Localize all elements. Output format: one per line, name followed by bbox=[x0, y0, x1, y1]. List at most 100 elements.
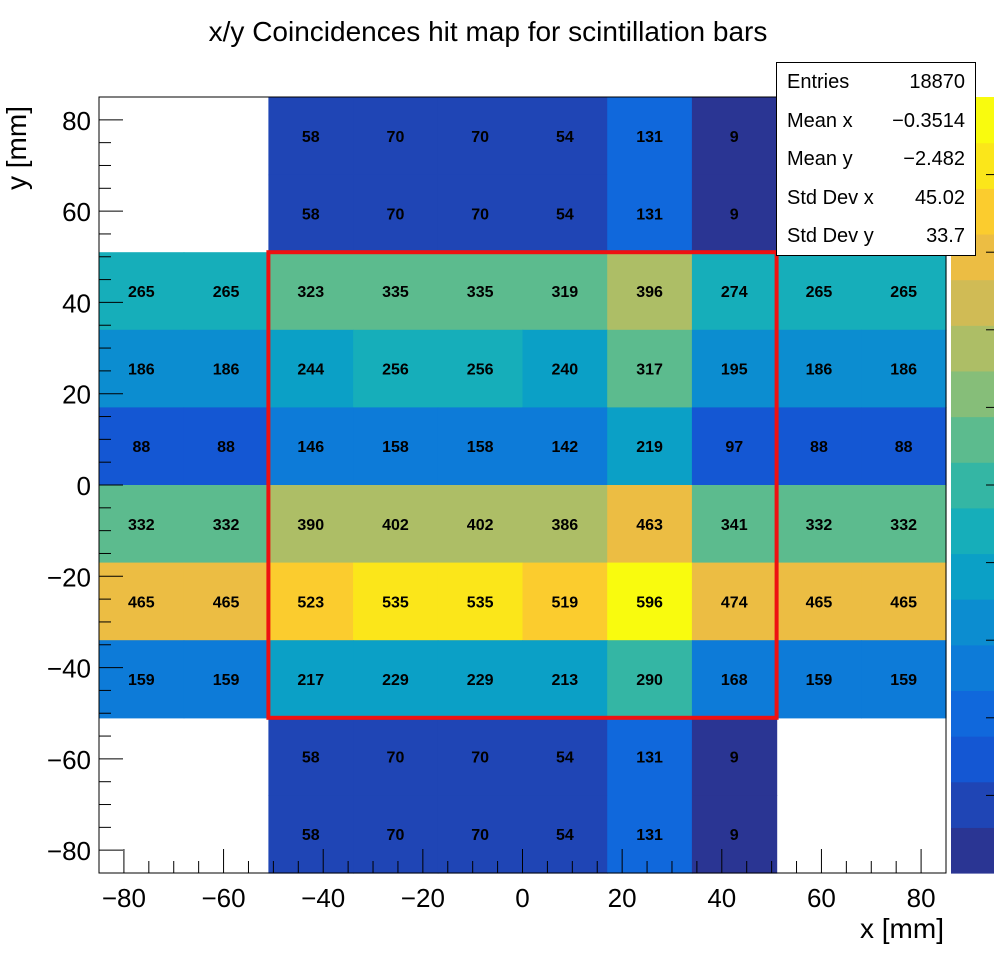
y-tick-label: −80 bbox=[47, 836, 91, 866]
cell-value-label: 70 bbox=[471, 206, 489, 223]
heatmap-cell bbox=[607, 97, 693, 176]
heatmap-cell bbox=[353, 97, 439, 176]
cell-value-label: 465 bbox=[890, 594, 917, 611]
heatmap-cell bbox=[607, 329, 693, 408]
heatmap-cell bbox=[861, 640, 947, 719]
axes: −80 −60 −40 −20 0 20 40 60 80 80 60 40 20 0 −20 −40 −60 −… bbox=[47, 106, 936, 913]
palette-swatch bbox=[951, 599, 994, 646]
heatmap-cell bbox=[522, 485, 608, 564]
stat-row-std-dev-y: Std Dev y 33.7 bbox=[787, 225, 965, 255]
cell-value-label: 265 bbox=[890, 284, 917, 301]
x-axis-label: x [mm] bbox=[860, 913, 944, 944]
cell-value-label: 131 bbox=[636, 129, 663, 146]
cell-value-label: 335 bbox=[467, 284, 494, 301]
heatmap-cell bbox=[268, 407, 354, 486]
cell-value-label: 70 bbox=[387, 129, 405, 146]
heatmap-cell bbox=[607, 717, 693, 796]
heatmap-cell bbox=[437, 407, 524, 486]
heatmap-cell bbox=[437, 640, 524, 719]
heatmap-cell bbox=[99, 562, 185, 641]
cell-value-label: 70 bbox=[471, 750, 489, 767]
heatmap-cell bbox=[268, 717, 354, 796]
heatmap-cell bbox=[437, 562, 524, 641]
heatmap-cell bbox=[691, 640, 778, 719]
palette-swatch bbox=[951, 416, 994, 463]
stat-row-std-dev-x: Std Dev x 45.02 bbox=[787, 187, 965, 217]
heatmap-cell bbox=[522, 252, 608, 331]
cell-value-label: 596 bbox=[636, 594, 663, 611]
heatmap-cell bbox=[691, 97, 778, 176]
heatmap-cell bbox=[437, 795, 524, 874]
cell-value-label: 131 bbox=[636, 206, 663, 223]
heatmap-cell bbox=[183, 640, 269, 719]
heatmap-cell bbox=[691, 717, 778, 796]
palette-swatch bbox=[951, 279, 994, 326]
y-tick-label: 60 bbox=[62, 197, 91, 227]
cell-value-label: 386 bbox=[551, 517, 578, 534]
heatmap-cell bbox=[861, 329, 947, 408]
cell-value-label: 535 bbox=[382, 594, 409, 611]
cell-value-label: 70 bbox=[387, 750, 405, 767]
cell-value-label: 229 bbox=[382, 672, 409, 689]
cell-value-label: 323 bbox=[297, 284, 324, 301]
cell-value-label: 88 bbox=[895, 439, 913, 456]
cell-value-label: 213 bbox=[551, 672, 578, 689]
heatmap-cell bbox=[522, 640, 608, 719]
palette-swatch bbox=[951, 690, 994, 737]
heatmap-cell bbox=[99, 329, 185, 408]
cell-value-label: 9 bbox=[730, 750, 739, 767]
heatmap-cell bbox=[861, 485, 947, 564]
cell-value-label: 159 bbox=[806, 672, 833, 689]
cell-value-label: 159 bbox=[128, 672, 155, 689]
palette-swatch bbox=[951, 781, 994, 828]
stat-value: 18870 bbox=[909, 71, 965, 93]
cell-value-label: 58 bbox=[302, 827, 320, 844]
heatmap-cell bbox=[353, 485, 439, 564]
cell-value-label: 265 bbox=[128, 284, 155, 301]
heatmap-cell bbox=[861, 252, 947, 331]
y-axis-label: y [mm] bbox=[1, 106, 32, 190]
cell-value-label: 54 bbox=[556, 129, 574, 146]
cell-value-label: 58 bbox=[302, 206, 320, 223]
color-palette-bar bbox=[951, 97, 994, 874]
heatmap-cells bbox=[99, 97, 947, 874]
cell-value-label: 159 bbox=[213, 672, 240, 689]
heatmap-cell bbox=[437, 485, 524, 564]
y-tick-label: −40 bbox=[47, 654, 91, 684]
cell-value-label: 402 bbox=[467, 517, 494, 534]
heatmap-cell bbox=[99, 640, 185, 719]
cell-value-label: 97 bbox=[725, 439, 743, 456]
heatmap-cell bbox=[437, 252, 524, 331]
cell-value-label: 217 bbox=[297, 672, 324, 689]
heatmap-cell bbox=[353, 640, 439, 719]
cell-value-label: 256 bbox=[382, 362, 409, 379]
cell-value-label: 463 bbox=[636, 517, 663, 534]
x-tick-label: 60 bbox=[807, 883, 836, 913]
heatmap-cell bbox=[522, 174, 608, 253]
heatmap-cell bbox=[268, 252, 354, 331]
heatmap-cell bbox=[861, 562, 947, 641]
heatmap-cell bbox=[353, 174, 439, 253]
heatmap-cell bbox=[99, 407, 185, 486]
cell-value-label: 9 bbox=[730, 206, 739, 223]
cell-value-label: 390 bbox=[297, 517, 324, 534]
cell-value-label: 240 bbox=[551, 362, 578, 379]
cell-value-label: 535 bbox=[467, 594, 494, 611]
cell-value-label: 523 bbox=[297, 594, 324, 611]
cell-value-label: 265 bbox=[806, 284, 833, 301]
cell-value-label: 54 bbox=[556, 827, 574, 844]
cell-value-labels: 58 70 70 54 131 9 58 70 70 54 131 9 265 265 323 335 335 3… bbox=[128, 129, 917, 844]
palette-swatch bbox=[951, 644, 994, 692]
heatmap-cell bbox=[522, 795, 608, 874]
cell-value-label: 465 bbox=[806, 594, 833, 611]
heatmap-cell bbox=[691, 174, 778, 253]
cell-value-label: 9 bbox=[730, 129, 739, 146]
palette-swatch bbox=[951, 736, 994, 783]
heatmap-cell bbox=[776, 562, 862, 641]
x-tick-label: 80 bbox=[907, 883, 936, 913]
cell-value-label: 158 bbox=[467, 439, 494, 456]
heatmap-cell bbox=[268, 640, 354, 719]
heatmap-cell bbox=[776, 407, 862, 486]
palette-swatch bbox=[951, 325, 994, 372]
